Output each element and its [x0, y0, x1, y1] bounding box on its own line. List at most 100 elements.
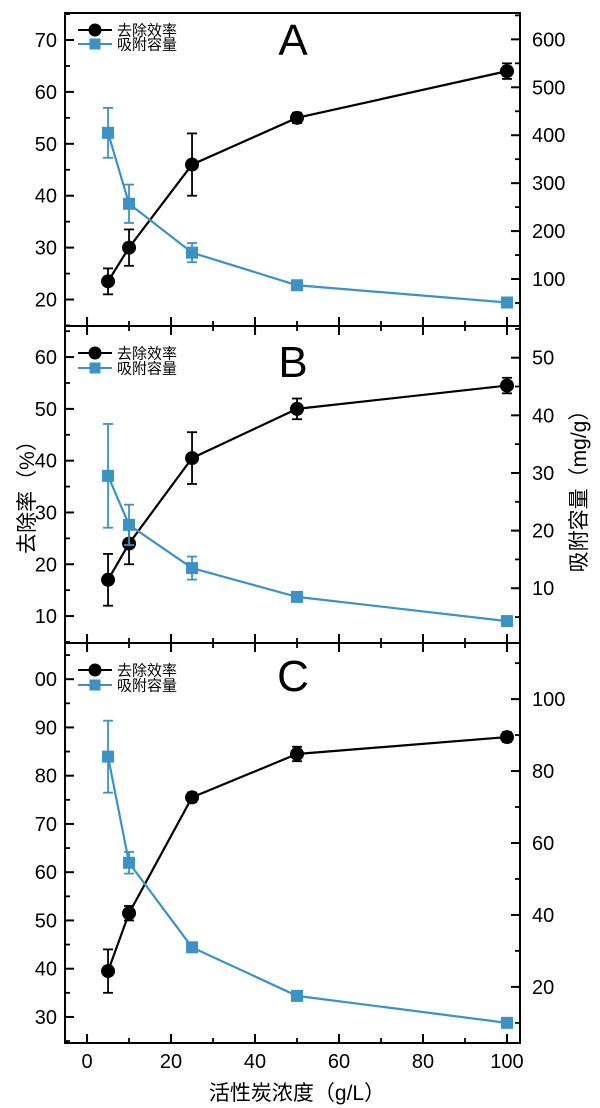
data-point-square	[500, 1016, 513, 1029]
data-point-circle	[185, 451, 200, 466]
left-axis-title: 去除率（%）	[16, 430, 39, 554]
legend-label: 去除效率	[117, 663, 177, 680]
data-point-circle	[290, 110, 305, 125]
legend-marker-circle	[88, 346, 102, 360]
y-tick-label: 400	[532, 125, 565, 147]
y-tick-label: 40	[532, 405, 554, 427]
data-point-circle	[499, 730, 514, 745]
panel-border	[64, 642, 521, 1044]
legend-label: 吸附容量	[117, 361, 177, 378]
y-tick-label: 50	[35, 399, 57, 421]
y-tick-label: 50	[35, 134, 57, 156]
series-line	[107, 475, 508, 623]
data-point-circle	[290, 746, 305, 761]
data-point-circle	[101, 964, 116, 979]
series-line	[107, 70, 508, 282]
x-tick-label: 40	[244, 1051, 266, 1073]
data-point-square	[123, 197, 136, 210]
y-tick-label: 30	[35, 238, 57, 260]
y-tick-label: 20	[532, 521, 554, 543]
y-tick-label: 90	[35, 717, 57, 739]
y-tick-label: 20	[35, 554, 57, 576]
y-tick-label: 30	[532, 463, 554, 485]
legend-marker-square	[89, 362, 101, 374]
data-point-circle	[101, 572, 116, 587]
x-tick-label: 0	[81, 1051, 92, 1073]
x-tick-label: 20	[160, 1051, 182, 1073]
y-tick-label: 300	[532, 173, 565, 195]
panel-letter: A	[278, 16, 308, 65]
data-point-square	[102, 750, 115, 763]
legend-marker-circle	[88, 23, 102, 37]
y-tick-label: 100	[532, 269, 565, 291]
y-tick-label: 20	[532, 977, 554, 999]
data-point-square	[186, 246, 199, 259]
y-tick-label: 70	[35, 814, 57, 836]
legend-label: 吸附容量	[117, 37, 177, 54]
data-point-square	[500, 615, 513, 628]
right-axis-title: 吸附容量（mg/g）	[568, 399, 591, 573]
data-point-circle	[290, 401, 305, 416]
data-point-square	[291, 989, 304, 1002]
y-tick-label: 10	[35, 606, 57, 628]
data-point-square	[291, 279, 304, 292]
y-tick-label: 40	[35, 451, 57, 473]
y-tick-label: 60	[35, 347, 57, 369]
y-tick-label: 00	[35, 669, 57, 691]
panel-letter: B	[278, 338, 307, 387]
panel-letter: C	[277, 652, 309, 701]
y-tick-label: 600	[532, 29, 565, 51]
legend-marker-square	[89, 38, 101, 50]
y-tick-label: 80	[532, 761, 554, 783]
data-point-square	[123, 856, 136, 869]
y-tick-label: 30	[35, 1007, 57, 1029]
data-point-square	[186, 562, 199, 575]
y-tick-label: 40	[532, 905, 554, 927]
x-tick-label: 80	[412, 1051, 434, 1073]
data-point-square	[102, 469, 115, 482]
data-point-square	[186, 941, 199, 954]
y-tick-label: 60	[35, 862, 57, 884]
y-tick-label: 80	[35, 766, 57, 788]
y-tick-label: 50	[35, 910, 57, 932]
data-point-circle	[499, 64, 514, 79]
data-point-square	[102, 126, 115, 139]
y-tick-label: 40	[35, 186, 57, 208]
y-tick-label: 100	[532, 689, 565, 711]
legend-label: 吸附容量	[117, 678, 177, 695]
y-tick-label: 60	[35, 82, 57, 104]
series-line	[106, 132, 508, 304]
y-tick-label: 10	[532, 578, 554, 600]
panel-c: 0 20 40 60 80 100 30 40 50 60 70 80 90 00 20 40 60 80 100 去…	[35, 642, 565, 1073]
series-line	[107, 735, 508, 972]
data-point-circle	[122, 240, 137, 255]
y-tick-label: 200	[532, 221, 565, 243]
data-point-circle	[185, 790, 200, 805]
data-point-square	[123, 518, 136, 531]
legend-label: 去除效率	[117, 23, 177, 40]
data-point-square	[291, 590, 304, 603]
legend-marker-circle	[88, 663, 102, 677]
y-tick-label: 40	[35, 959, 57, 981]
data-point-circle	[185, 157, 200, 172]
legend-marker-square	[89, 679, 101, 691]
data-point-circle	[122, 906, 137, 921]
y-tick-label: 50	[532, 348, 554, 370]
data-point-circle	[101, 274, 116, 289]
y-tick-label: 30	[35, 502, 57, 524]
data-point-circle	[499, 378, 514, 393]
x-tick-label: 60	[328, 1051, 350, 1073]
y-tick-label: 500	[532, 77, 565, 99]
y-tick-label: 70	[35, 30, 57, 52]
series-line	[106, 756, 508, 1024]
x-axis-title: 活性炭浓度（g/L）	[208, 1082, 386, 1105]
x-tick-label: 100	[490, 1051, 523, 1073]
y-tick-label: 60	[532, 833, 554, 855]
